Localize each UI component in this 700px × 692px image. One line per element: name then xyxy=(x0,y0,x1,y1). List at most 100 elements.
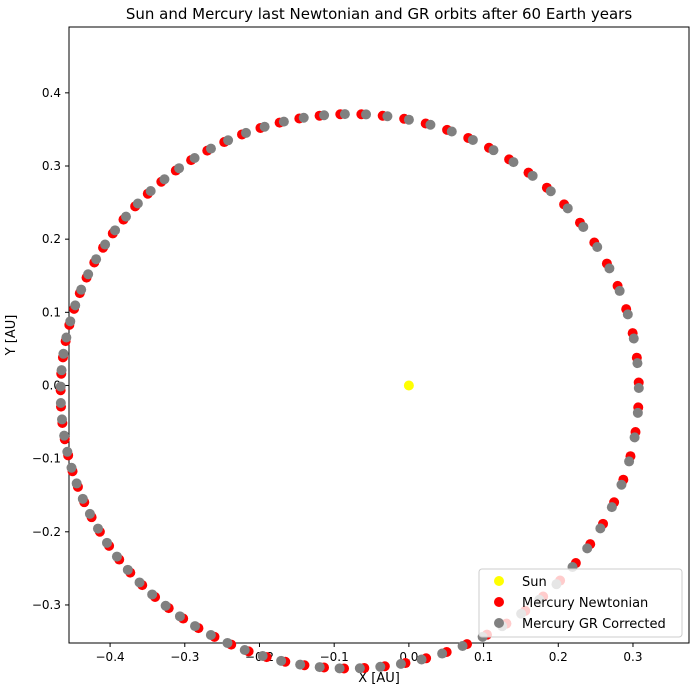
marker-mercury-gr xyxy=(239,644,250,655)
marker-mercury-gr xyxy=(508,157,519,168)
legend-label-mercury-gr: Mercury GR Corrected xyxy=(522,617,666,632)
marker-mercury-gr xyxy=(624,456,635,467)
marker-mercury-gr xyxy=(205,629,216,640)
marker-mercury-gr xyxy=(66,462,77,473)
marker-mercury-gr xyxy=(382,111,393,122)
marker-mercury-gr xyxy=(189,152,200,163)
marker-mercury-gr xyxy=(160,600,171,611)
y-axis-title: Y [AU] xyxy=(4,315,19,357)
marker-mercury-gr xyxy=(354,663,365,674)
legend-box xyxy=(478,568,683,638)
marker-mercury-gr xyxy=(56,414,67,425)
marker-mercury-gr xyxy=(132,198,143,209)
marker-mercury-gr xyxy=(84,508,95,519)
marker-mercury-gr xyxy=(120,211,131,222)
marker-mercury-gr xyxy=(110,225,121,236)
x-tick-label: −0.1 xyxy=(320,650,349,664)
marker-mercury-gr xyxy=(205,143,216,154)
marker-mercury-gr xyxy=(55,398,66,409)
marker-mercury-gr xyxy=(174,611,185,622)
marker-mercury-gr xyxy=(622,309,633,320)
marker-mercury-gr xyxy=(298,112,309,123)
legend: Sun Mercury Newtonian Mercury GR Correct… xyxy=(478,568,683,638)
marker-mercury-gr xyxy=(76,284,87,295)
marker-mercury-gr xyxy=(61,332,72,343)
x-tick-label: 0.1 xyxy=(474,650,493,664)
marker-mercury-gr xyxy=(527,170,538,181)
marker-mercury-gr xyxy=(446,126,457,137)
x-axis-title: X [AU] xyxy=(358,671,400,686)
y-tick-label: −0.3 xyxy=(32,598,61,612)
marker-mercury-gr xyxy=(629,432,640,443)
marker-mercury-gr xyxy=(111,551,122,562)
marker-mercury-gr xyxy=(604,263,615,274)
marker-mercury-gr xyxy=(92,523,103,534)
marker-mercury-gr xyxy=(488,145,499,156)
marker-mercury-gr xyxy=(416,654,427,665)
marker-mercury-gr xyxy=(83,269,94,280)
marker-mercury-gr xyxy=(595,523,606,534)
marker-mercury-gr xyxy=(70,300,81,311)
marker-mercury-gr xyxy=(56,365,67,376)
marker-mercury-gr xyxy=(395,658,406,669)
marker-mercury-gr xyxy=(632,358,643,369)
marker-mercury-gr xyxy=(375,661,386,672)
marker-mercury-gr xyxy=(467,134,478,145)
marker-mercury-gr xyxy=(278,116,289,127)
x-tick-label: −0.4 xyxy=(96,650,125,664)
legend-marker-mercury-newtonian xyxy=(494,597,504,607)
y-tick-label: 0.1 xyxy=(42,305,61,319)
legend-marker-mercury-gr xyxy=(494,618,504,628)
y-tick-label: 0.4 xyxy=(42,86,61,100)
marker-mercury-gr xyxy=(614,285,625,296)
x-tick-label: 0.3 xyxy=(623,650,642,664)
marker-mercury-gr xyxy=(55,381,66,392)
y-tick-label: −0.1 xyxy=(32,452,61,466)
legend-marker-sun xyxy=(494,576,504,586)
legend-label-sun: Sun xyxy=(522,575,547,590)
marker-mercury-gr xyxy=(174,163,185,174)
marker-mercury-gr xyxy=(65,316,76,327)
marker-mercury-gr xyxy=(616,479,627,490)
x-tick-label: 0.2 xyxy=(549,650,568,664)
marker-mercury-gr xyxy=(241,127,252,138)
marker-mercury-gr xyxy=(59,430,70,441)
marker-mercury-gr xyxy=(314,662,325,673)
marker-mercury-gr xyxy=(77,493,88,504)
marker-mercury-gr xyxy=(437,648,448,659)
marker-mercury-gr xyxy=(361,109,372,120)
marker-mercury-gr xyxy=(319,110,330,121)
chart-title: Sun and Mercury last Newtonian and GR or… xyxy=(126,5,632,23)
marker-mercury-gr xyxy=(223,135,234,146)
marker-mercury-gr xyxy=(592,242,603,253)
marker-mercury-gr xyxy=(91,254,102,265)
y-axis: −0.3−0.2−0.10.00.10.20.30.4 xyxy=(32,86,69,612)
marker-mercury-gr xyxy=(578,221,589,232)
marker-mercury-gr xyxy=(101,537,112,548)
legend-label-mercury-newtonian: Mercury Newtonian xyxy=(522,596,648,611)
marker-mercury-gr xyxy=(100,239,111,250)
marker-mercury-gr xyxy=(222,637,233,648)
marker-mercury-gr xyxy=(633,382,644,393)
marker-mercury-gr xyxy=(71,478,82,489)
marker-mercury-gr xyxy=(295,659,306,670)
y-tick-label: 0.2 xyxy=(42,232,61,246)
y-tick-label: −0.2 xyxy=(32,525,61,539)
marker-mercury-gr xyxy=(190,621,201,632)
marker-mercury-gr xyxy=(606,502,617,513)
marker-mercury-gr xyxy=(122,564,133,575)
marker-mercury-gr xyxy=(58,348,69,359)
marker-mercury-gr xyxy=(159,174,170,185)
marker-mercury-gr xyxy=(628,333,639,344)
marker-mercury-gr xyxy=(339,109,350,120)
marker-mercury-gr xyxy=(259,121,270,132)
marker-mercury-gr xyxy=(62,446,73,457)
y-tick-label: 0.3 xyxy=(42,159,61,173)
marker-mercury-gr xyxy=(334,663,345,674)
marker-mercury-gr xyxy=(545,186,556,197)
marker-mercury-gr xyxy=(425,119,436,130)
marker-mercury-gr xyxy=(632,407,643,418)
marker-mercury-gr xyxy=(257,650,268,661)
marker-mercury-gr xyxy=(276,655,287,666)
